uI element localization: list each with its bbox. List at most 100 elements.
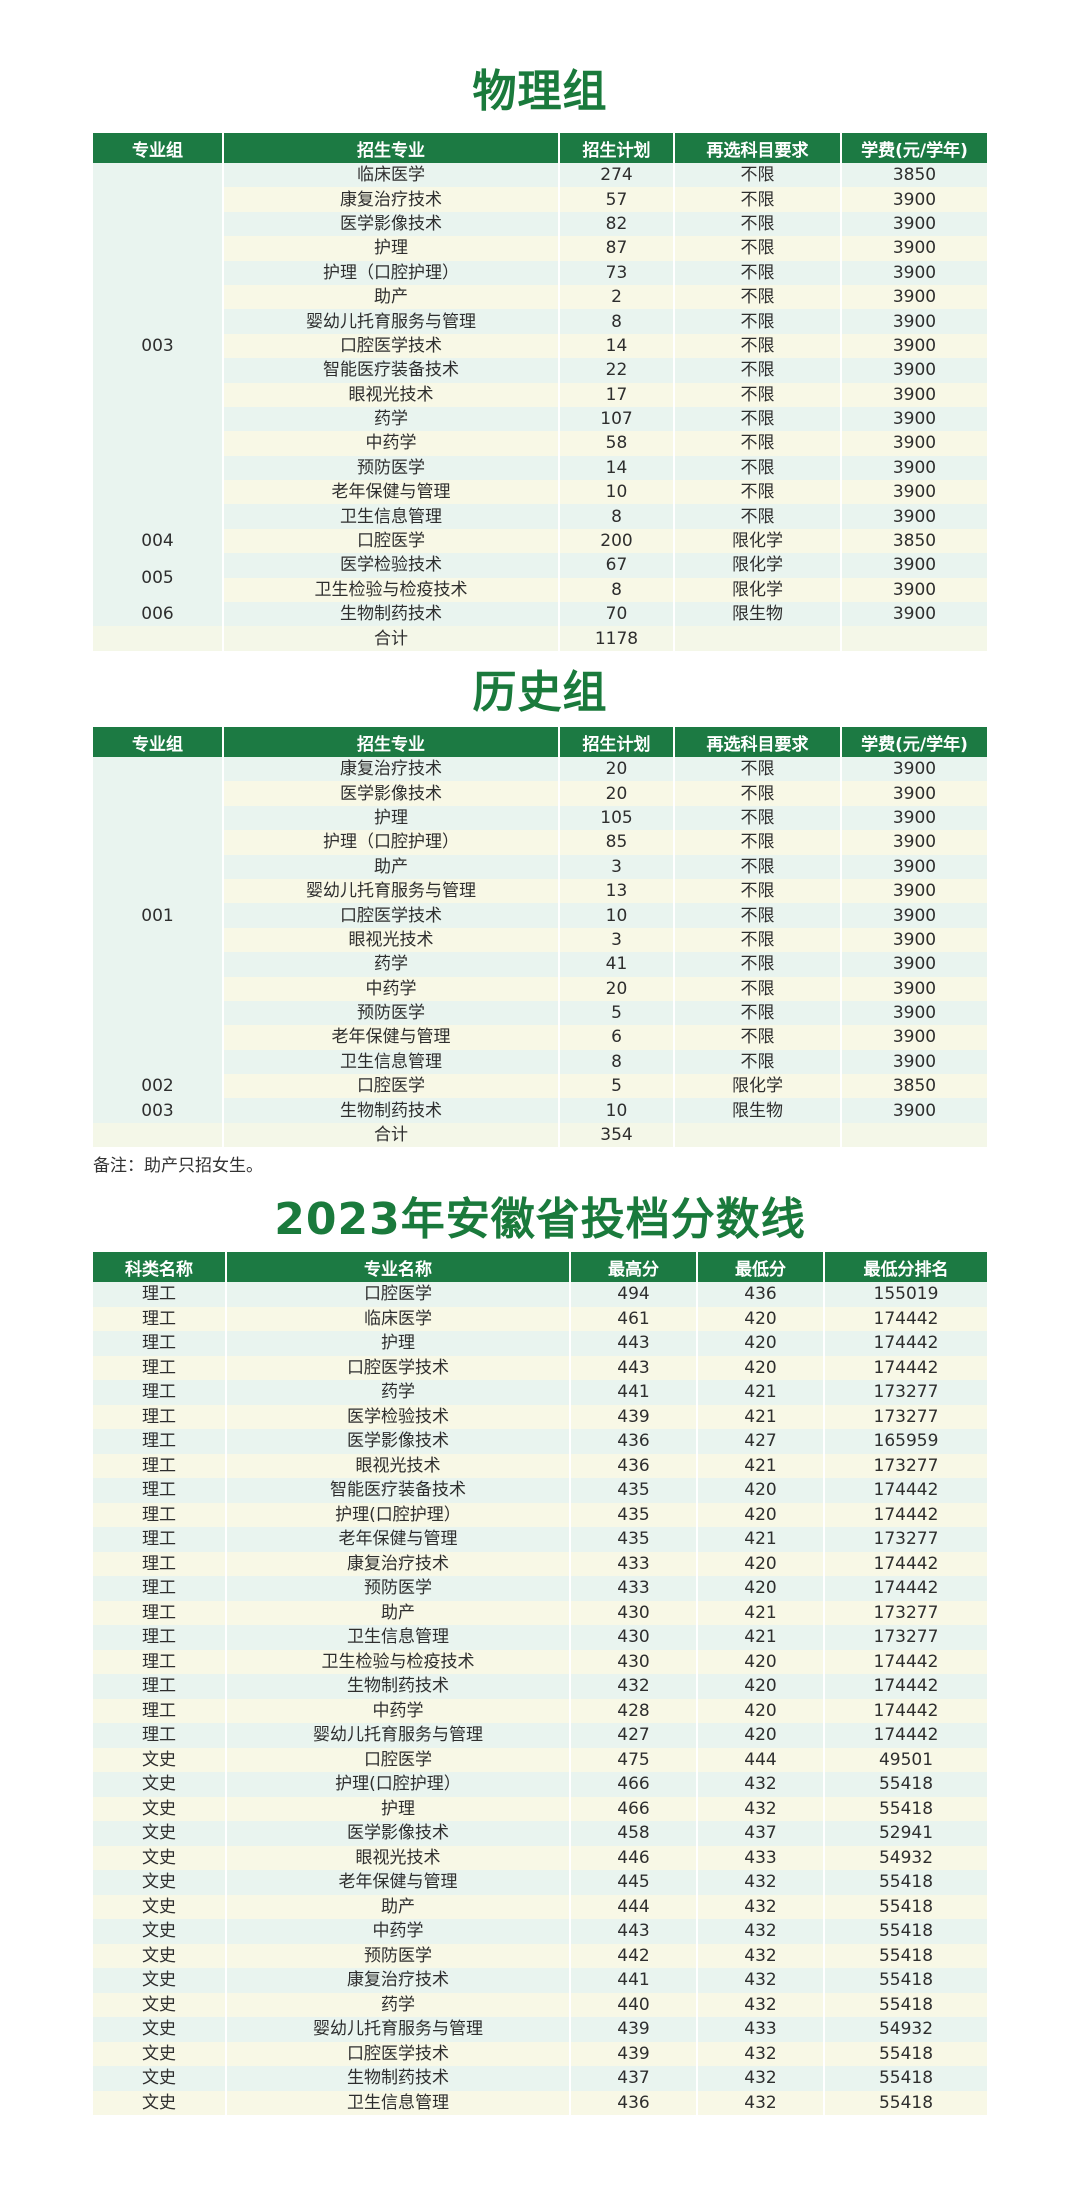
max-score-cell: 466 (570, 1796, 698, 1821)
subject-requirement-cell: 不限 (674, 284, 842, 310)
table-row: 文史 护理 466 432 55418 (93, 1796, 987, 1821)
max-score-cell: 458 (570, 1821, 698, 1846)
table-row: 001 康复治疗技术 20 不限 3900 (93, 757, 987, 1075)
subject-requirement-cell: 不限 (674, 333, 842, 359)
plan-cell: 8 (559, 1049, 675, 1075)
major-name-cell: 护理 (226, 1796, 571, 1821)
major-name-cell: 智能医疗装备技术 (226, 1478, 571, 1503)
major-name-cell: 婴幼儿托育服务与管理 (226, 1723, 571, 1748)
score-line-title: 2023年安徽省投档分数线 (274, 1194, 806, 1245)
min-score-cell: 432 (697, 1968, 825, 1993)
min-score-cell: 432 (697, 1919, 825, 1944)
min-rank-cell: 54932 (824, 2017, 987, 2042)
table-row: 预防医学 5 不限 3900 (93, 1000, 987, 1026)
table-row: 护理 87 不限 3900 (93, 236, 987, 261)
tuition-cell: 3900 (841, 309, 987, 334)
total-label: 合计 (223, 1122, 560, 1148)
category-cell: 文史 (93, 1968, 227, 1993)
table-row: 理工 康复治疗技术 433 420 174442 (93, 1551, 987, 1576)
major-name-cell: 卫生信息管理 (226, 2090, 571, 2115)
subject-requirement-cell: 不限 (674, 358, 842, 383)
plan-cell: 70 (559, 602, 675, 627)
min-score-cell: 420 (697, 1649, 825, 1674)
min-rank-cell: 55418 (824, 1992, 987, 2017)
category-cell: 理工 (93, 1404, 227, 1429)
total-blank-cell (841, 1122, 987, 1148)
table-row: 理工 老年保健与管理 435 421 173277 (93, 1527, 987, 1552)
column-header: 最高分 (570, 1252, 698, 1282)
subject-requirement-cell: 不限 (674, 1049, 842, 1075)
major-name-cell: 助产 (226, 1894, 571, 1919)
tuition-cell: 3900 (841, 805, 987, 831)
column-header: 最低分 (697, 1252, 825, 1282)
plan-cell: 87 (559, 236, 675, 261)
category-cell: 文史 (93, 1821, 227, 1846)
subject-requirement-cell: 不限 (674, 187, 842, 212)
table-row: 婴幼儿托育服务与管理 13 不限 3900 (93, 878, 987, 904)
max-score-cell: 435 (570, 1502, 698, 1527)
subject-requirement-cell: 不限 (674, 431, 842, 456)
plan-cell: 17 (559, 382, 675, 407)
category-cell: 文史 (93, 2066, 227, 2091)
total-blank-cell (841, 626, 987, 651)
category-cell: 理工 (93, 1502, 227, 1527)
tuition-cell: 3900 (841, 854, 987, 879)
major-name-cell: 药学 (226, 1992, 571, 2017)
plan-cell: 14 (559, 333, 675, 359)
column-header: 再选科目要求 (674, 133, 842, 163)
tuition-cell: 3900 (841, 358, 987, 383)
tuition-cell: 3900 (841, 455, 987, 481)
subject-requirement-cell: 不限 (674, 260, 842, 285)
table-row: 卫生检验与检疫技术 8 限化学 3900 (93, 577, 987, 603)
table-row: 智能医疗装备技术 22 不限 3900 (93, 358, 987, 383)
table-row: 药学 107 不限 3900 (93, 406, 987, 432)
table-row: 文史 预防医学 442 432 55418 (93, 1943, 987, 1968)
category-cell: 理工 (93, 1649, 227, 1674)
table-row: 理工 医学影像技术 436 427 165959 (93, 1429, 987, 1454)
tuition-cell: 3900 (841, 830, 987, 855)
min-score-cell: 433 (697, 1845, 825, 1870)
major-cell: 老年保健与管理 (223, 1025, 560, 1050)
tuition-cell: 3900 (841, 602, 987, 627)
major-cell: 中药学 (223, 431, 560, 456)
min-rank-cell: 55418 (824, 2066, 987, 2091)
max-score-cell: 443 (570, 1919, 698, 1944)
min-score-cell: 420 (697, 1674, 825, 1699)
plan-cell: 6 (559, 1025, 675, 1050)
category-cell: 文史 (93, 2090, 227, 2115)
category-cell: 理工 (93, 1576, 227, 1601)
min-score-cell: 420 (697, 1478, 825, 1503)
min-score-cell: 421 (697, 1600, 825, 1625)
max-score-cell: 430 (570, 1649, 698, 1674)
major-cell: 婴幼儿托育服务与管理 (223, 878, 560, 904)
category-cell: 理工 (93, 1429, 227, 1454)
major-name-cell: 中药学 (226, 1698, 571, 1723)
plan-cell: 13 (559, 878, 675, 904)
group-code-cell: 005 (93, 553, 224, 603)
max-score-cell: 441 (570, 1380, 698, 1405)
table-row: 口腔医学技术 14 不限 3900 (93, 333, 987, 359)
table-row: 理工 卫生信息管理 430 421 173277 (93, 1625, 987, 1650)
major-cell: 口腔医学技术 (223, 333, 560, 359)
major-cell: 婴幼儿托育服务与管理 (223, 309, 560, 334)
major-name-cell: 医学检验技术 (226, 1404, 571, 1429)
subject-requirement-cell: 不限 (674, 406, 842, 432)
category-cell: 理工 (93, 1551, 227, 1576)
subject-requirement-cell: 不限 (674, 878, 842, 904)
category-cell: 文史 (93, 2041, 227, 2066)
min-rank-cell: 55418 (824, 1796, 987, 1821)
plan-cell: 20 (559, 781, 675, 806)
table-row: 护理 105 不限 3900 (93, 805, 987, 831)
tuition-cell: 3900 (841, 431, 987, 456)
major-name-cell: 老年保健与管理 (226, 1870, 571, 1895)
major-name-cell: 婴幼儿托育服务与管理 (226, 2017, 571, 2042)
category-cell: 文史 (93, 1772, 227, 1797)
max-score-cell: 433 (570, 1551, 698, 1576)
major-name-cell: 护理(口腔护理） (226, 1502, 571, 1527)
total-row: 合计 1178 (93, 626, 987, 651)
max-score-cell: 439 (570, 2017, 698, 2042)
category-cell: 理工 (93, 1282, 227, 1307)
table-row: 药学 41 不限 3900 (93, 952, 987, 977)
min-rank-cell: 174442 (824, 1478, 987, 1503)
